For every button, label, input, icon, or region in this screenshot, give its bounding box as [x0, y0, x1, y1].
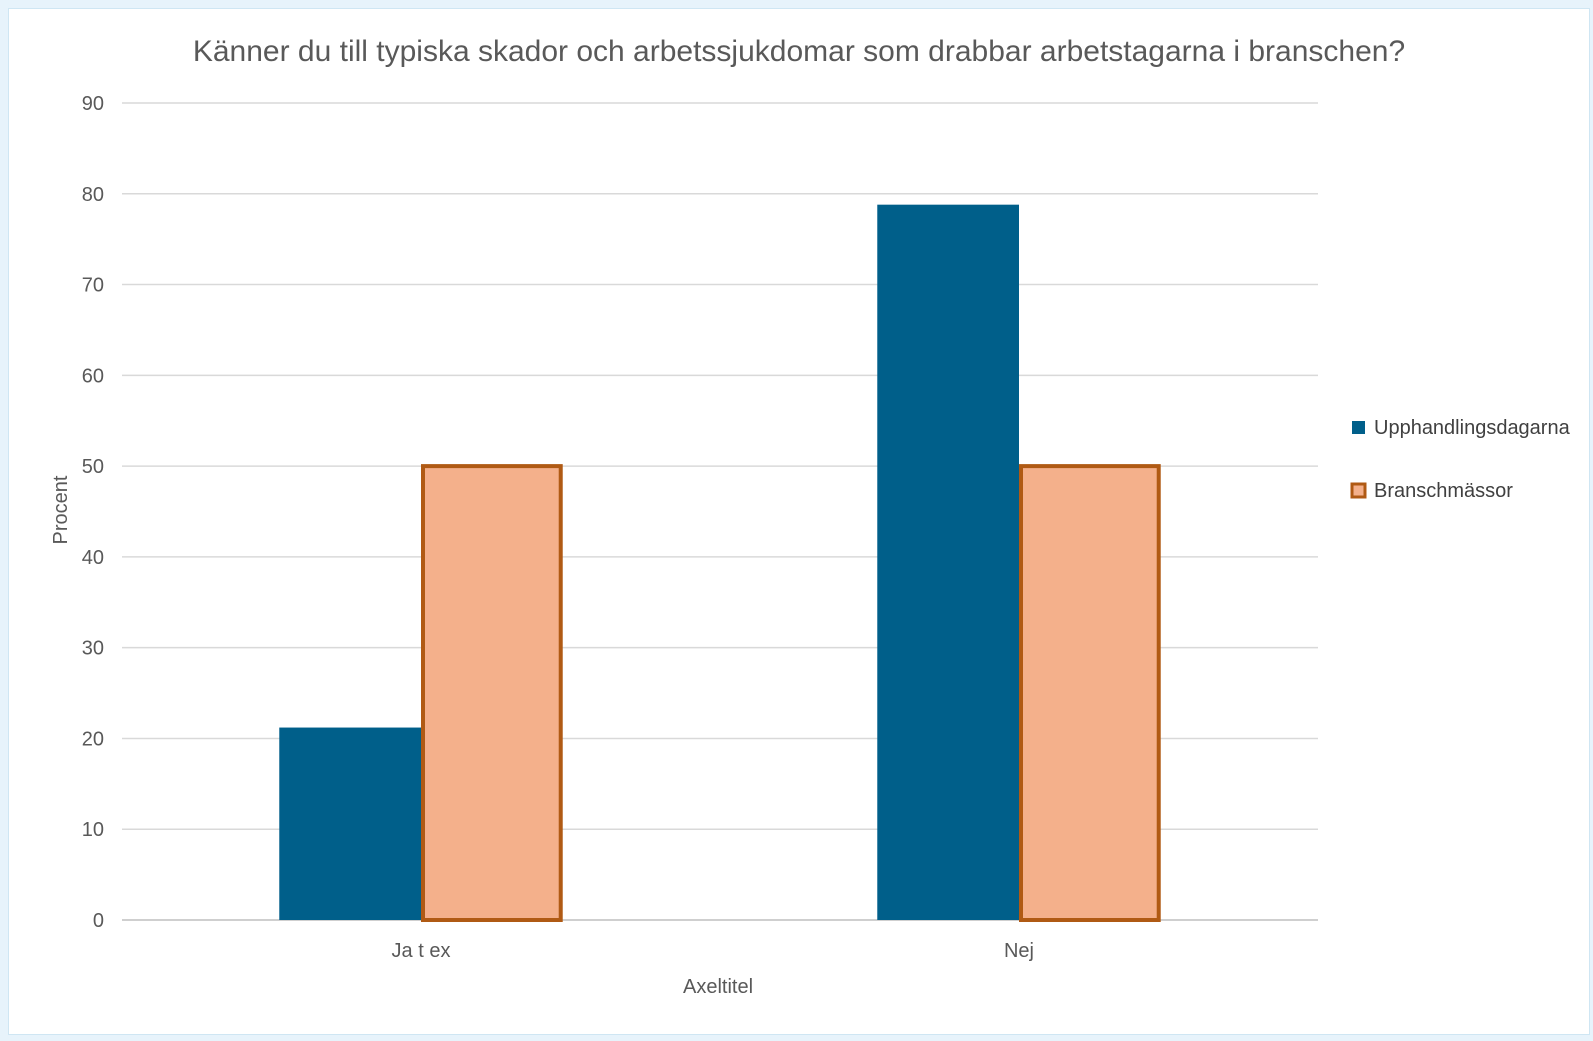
legend: Upphandlingsdagarna Branschmässor: [1350, 417, 1571, 502]
bar-upphandlingsdagarna-2: [877, 204, 1019, 920]
legend-label: Upphandlingsdagarna: [1374, 417, 1571, 439]
bar-upphandlingsdagarna-1: [279, 727, 421, 920]
bar-branschmässor-1: [421, 464, 563, 922]
x-tick-label: Ja t ex: [392, 940, 451, 962]
y-tick-label: 30: [82, 638, 104, 660]
y-tick-label: 90: [82, 93, 104, 115]
legend-label: Branschmässor: [1374, 480, 1513, 502]
legend-swatch: [1352, 421, 1365, 434]
y-axis-ticks: 0 10 20 30 40 50 60 70 80 90: [82, 93, 104, 932]
y-tick-label: 80: [82, 184, 104, 206]
y-tick-label: 0: [93, 910, 104, 932]
bars: [279, 204, 1161, 922]
legend-item: Upphandlingsdagarna: [1352, 417, 1571, 439]
legend-item: Branschmässor: [1350, 480, 1513, 502]
y-tick-label: 60: [82, 365, 104, 387]
y-tick-label: 70: [82, 275, 104, 297]
x-tick-label: Nej: [1004, 940, 1034, 962]
legend-swatch: [1350, 482, 1367, 499]
y-axis-title: Procent: [50, 475, 72, 544]
y-tick-label: 40: [82, 547, 104, 569]
y-tick-label: 20: [82, 728, 104, 750]
y-tick-label: 10: [82, 819, 104, 841]
chart-title: Känner du till typiska skador och arbets…: [193, 35, 1405, 68]
x-axis-ticks: Ja t ex Nej: [392, 940, 1034, 962]
y-tick-label: 50: [82, 456, 104, 478]
bar-branschmässor-2: [1019, 464, 1161, 922]
x-axis-title: Axeltitel: [683, 976, 753, 998]
chart-frame: [8, 8, 1590, 1035]
